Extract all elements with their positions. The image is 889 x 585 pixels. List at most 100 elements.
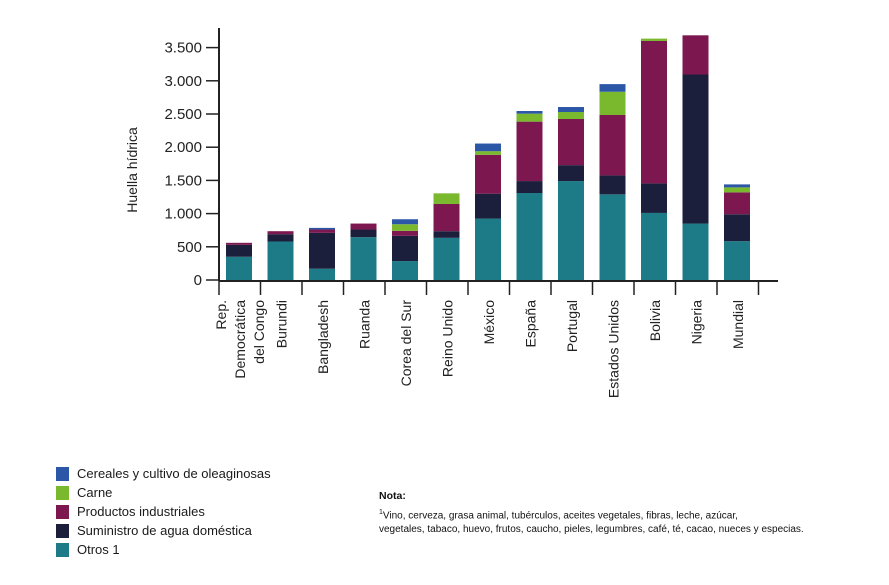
y-tick-label: 1.500	[164, 172, 202, 189]
y-axis: 0 500 1.000 1.500 2.000 2.500 3.000 3.500	[164, 28, 220, 289]
legend-swatch	[56, 466, 69, 481]
bar-segment	[641, 40, 667, 184]
bar-segment	[682, 35, 709, 75]
bar-segment	[475, 193, 501, 219]
note-line-2: vegetales, tabaco, huevo, frutos, caucho…	[379, 524, 804, 536]
y-tick-label: 2.000	[164, 139, 202, 156]
x-tick-label: Estados Unidos	[605, 300, 621, 398]
legend-label: Carne	[77, 485, 113, 500]
legend-label: Suministro de agua doméstica	[77, 523, 252, 538]
legend-swatch	[56, 485, 69, 500]
legend-item: Otros 1	[56, 540, 271, 559]
legend-swatch	[56, 542, 69, 557]
bar-segment	[641, 38, 667, 41]
x-tick-label: Ruanda	[356, 300, 372, 349]
legend-label: Otros 1	[77, 542, 120, 557]
bar-segment	[724, 184, 750, 188]
legend-label: Cereales y cultivo de oleaginosas	[77, 466, 271, 481]
x-tick-label: Rep.	[213, 300, 229, 330]
legend-item: Carne	[56, 483, 271, 502]
note-text-1: Vino, cerveza, grasa animal, tubérculos,…	[382, 510, 738, 522]
note-title: Nota:	[379, 490, 406, 502]
bar-segment	[226, 256, 252, 280]
x-axis: Rep. Democrática del Congo Burundi Banglades…	[213, 280, 778, 398]
x-tick-label: Nigeria	[688, 300, 704, 345]
y-tick-label: 500	[177, 239, 202, 256]
y-tick-label: 0	[194, 272, 202, 289]
y-tick-label: 1.000	[164, 206, 202, 223]
legend-item: Cereales y cultivo de oleaginosas	[56, 464, 271, 483]
bar-segment	[558, 181, 584, 280]
bar-segment	[558, 118, 584, 166]
legend-label: Productos industriales	[77, 504, 205, 519]
x-tick-label: del Congo	[251, 300, 267, 364]
x-tick-label: Portugal	[564, 300, 580, 352]
bar-segment	[599, 84, 626, 92]
bar-segment	[599, 91, 626, 115]
bar-segment	[392, 235, 418, 262]
bar-segment	[516, 111, 543, 114]
bar-segment	[682, 74, 709, 224]
y-tick-label: 3.000	[164, 73, 202, 90]
y-axis-label: Huella hídrica	[124, 127, 140, 213]
bar-segment	[724, 241, 750, 280]
x-tick-label: Burundi	[273, 300, 289, 348]
x-tick-label: Mundial	[730, 300, 746, 349]
note-superscript: 1	[379, 509, 383, 516]
bar-segment	[433, 193, 460, 204]
x-tick-label: México	[481, 300, 497, 345]
bar-segment	[350, 229, 377, 238]
bar-segment	[392, 230, 418, 236]
bar-segment	[392, 261, 418, 280]
bar-segment	[433, 237, 460, 280]
bar-segment	[267, 231, 294, 235]
bars-group	[226, 35, 750, 280]
bar-segment	[309, 232, 335, 269]
bar-segment	[558, 112, 584, 119]
x-tick-label: Corea del Sur	[398, 300, 414, 387]
note: Nota: 1Vino, cerveza, grasa animal, tubé…	[379, 489, 859, 537]
bar-segment	[433, 203, 460, 232]
bar-segment	[682, 223, 709, 280]
y-tick-label: 2.500	[164, 106, 202, 123]
bar-segment	[350, 237, 377, 280]
bar-segment	[226, 242, 252, 245]
bar-segment	[724, 192, 750, 215]
note-line-1: 1Vino, cerveza, grasa animal, tubérculos…	[379, 506, 859, 523]
bar-segment	[599, 114, 626, 176]
x-tick-label: España	[522, 300, 538, 348]
x-tick-label: Bolivia	[647, 300, 663, 341]
bar-segment	[267, 234, 294, 242]
bar-segment	[392, 224, 418, 231]
bar-segment	[350, 223, 377, 230]
bar-segment	[309, 268, 335, 280]
bar-segment	[724, 187, 750, 193]
bar-segment	[475, 151, 501, 155]
bar-segment	[475, 154, 501, 194]
x-tick-label: Democrática	[232, 300, 248, 379]
legend-item: Suministro de agua doméstica	[56, 521, 271, 540]
bar-segment	[641, 183, 667, 213]
bar-segment	[599, 194, 626, 280]
bar-segment	[392, 219, 418, 225]
bar-segment	[309, 229, 335, 233]
bar-segment	[724, 214, 750, 242]
legend-item: Productos industriales	[56, 502, 271, 521]
bar-segment	[558, 107, 584, 113]
stacked-bar-chart: 0 500 1.000 1.500 2.000 2.500 3.000 3.500 Rep. D…	[124, 28, 778, 398]
bar-segment	[641, 212, 667, 280]
y-tick-label: 3.500	[164, 40, 202, 57]
bar-segment	[558, 165, 584, 182]
bar-segment	[309, 227, 335, 230]
legend-swatch	[56, 504, 69, 519]
x-tick-label: Bangladesh	[315, 300, 331, 374]
bar-segment	[516, 121, 543, 182]
legend-swatch	[56, 523, 69, 538]
bar-segment	[599, 175, 626, 195]
bar-segment	[516, 113, 543, 122]
bar-segment	[267, 241, 294, 280]
bar-segment	[433, 231, 460, 238]
bar-segment	[475, 143, 501, 152]
x-tick-label: Reino Unido	[439, 300, 455, 377]
bar-segment	[475, 218, 501, 280]
